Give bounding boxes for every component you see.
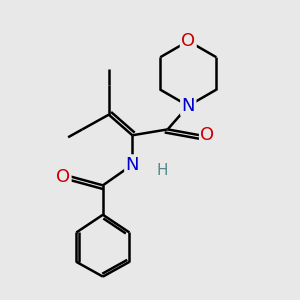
Text: O: O bbox=[56, 167, 70, 185]
Text: N: N bbox=[126, 156, 139, 174]
Text: N: N bbox=[182, 97, 195, 115]
Text: H: H bbox=[156, 163, 167, 178]
Text: O: O bbox=[181, 32, 195, 50]
Text: O: O bbox=[200, 126, 214, 144]
